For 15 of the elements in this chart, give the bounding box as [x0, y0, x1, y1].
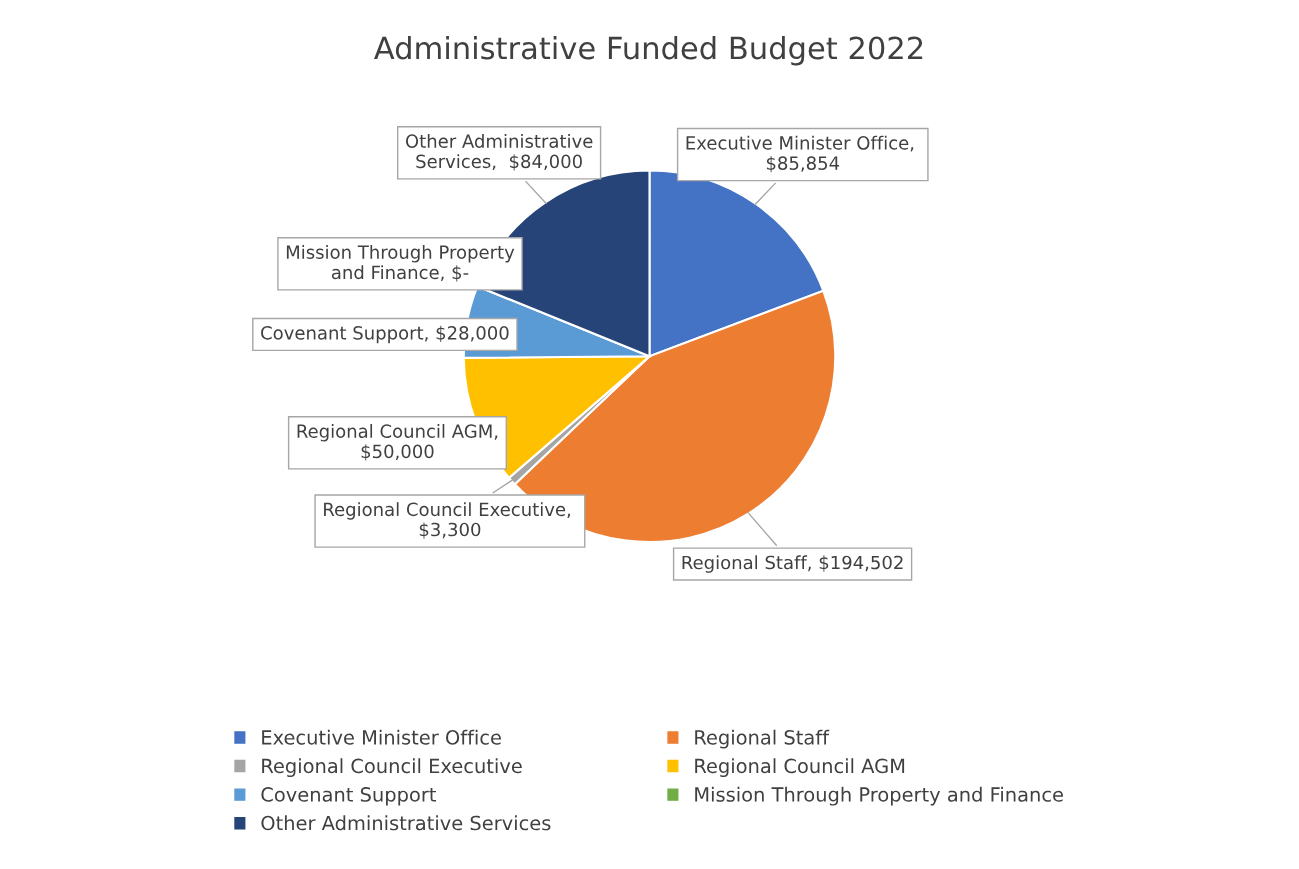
chart-title: Administrative Funded Budget 2022: [374, 35, 923, 66]
data-label: Regional Council Executive, $3,300: [324, 502, 571, 539]
legend-label: Other Administrative Services: [261, 815, 551, 831]
legend-label: Executive Minister Office: [262, 729, 501, 745]
legend-label: Regional Staff: [695, 729, 830, 749]
legend-label: Mission Through Property and Finance: [695, 786, 1063, 806]
legend-label: Regional Council Executive: [262, 758, 522, 778]
data-label: Covenant Support, $28,000: [261, 325, 509, 344]
text: Mission Through Property and Finance, $-: [286, 245, 515, 282]
data-label: Regional Staff, $194,502: [682, 555, 903, 573]
data-label: Executive Minister Office, $85,854: [686, 135, 914, 173]
data-label: Regional Council AGM, $50,000: [297, 424, 498, 461]
legend-label: Covenant Support: [261, 787, 436, 806]
data-label: Other Administrative Services, $84,000: [405, 133, 593, 171]
legend-label: Regional Council AGM: [695, 758, 905, 778]
